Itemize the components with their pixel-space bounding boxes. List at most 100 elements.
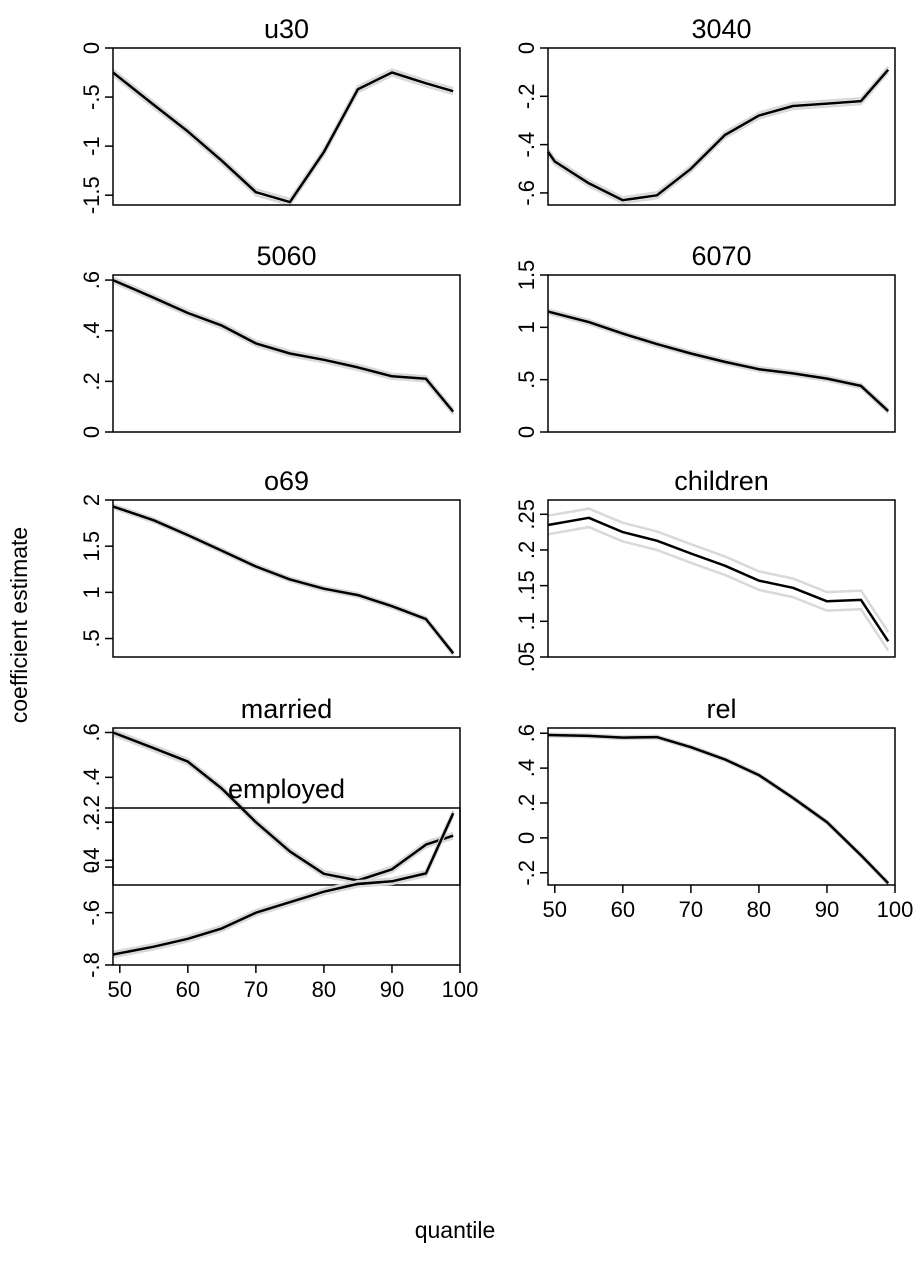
panel-frame bbox=[112, 499, 461, 658]
estimate-line bbox=[547, 310, 890, 413]
y-tick-label: .4 bbox=[79, 768, 104, 786]
panel-frame bbox=[112, 807, 461, 966]
panel-frame bbox=[547, 727, 896, 886]
panel-8: employed -.2 -.4 -.6 -.850 60 70 80 90 100 bbox=[79, 774, 478, 1002]
y-tick-label: -.2 bbox=[514, 860, 539, 886]
ci-lower-line bbox=[547, 525, 890, 652]
y-tick-label: -.6 bbox=[79, 900, 104, 926]
panel-title: o69 bbox=[264, 466, 309, 496]
x-tick-label: 70 bbox=[679, 897, 703, 922]
ci-lower-line bbox=[547, 735, 890, 886]
y-tick-label: 0 bbox=[79, 861, 104, 873]
panel-title: u30 bbox=[264, 14, 309, 44]
y-tick-label: -.4 bbox=[79, 847, 104, 873]
y-tick-label: .2 bbox=[79, 372, 104, 390]
estimate-line bbox=[547, 733, 890, 885]
x-tick-label: 80 bbox=[747, 897, 771, 922]
y-tick-label: .6 bbox=[79, 723, 104, 741]
y-tick-label: .15 bbox=[514, 570, 539, 601]
y-tick-label: -.5 bbox=[79, 84, 104, 110]
y-tick-label: 1 bbox=[514, 321, 539, 333]
x-tick-label: 100 bbox=[442, 977, 479, 1002]
y-tick-label: .1 bbox=[514, 612, 539, 630]
panel-6: married 0 .2 .4 .6 bbox=[79, 694, 461, 886]
y-tick-label: .25 bbox=[514, 499, 539, 530]
y-tick-label: 0 bbox=[79, 42, 104, 54]
y-tick-label: .6 bbox=[514, 724, 539, 742]
ci-lower-line bbox=[547, 312, 890, 415]
ci-lower-line bbox=[112, 734, 454, 885]
panel-2: 5060 0 .2 .4 .6 bbox=[79, 241, 461, 438]
panel-title: 5060 bbox=[256, 241, 316, 271]
y-tick-label: .2 bbox=[79, 813, 104, 831]
panel-title: married bbox=[241, 694, 333, 724]
panel-1: 3040 0 -.2 -.4 -.6 bbox=[514, 14, 896, 206]
y-tick-label: -.8 bbox=[79, 952, 104, 978]
x-tick-label: 100 bbox=[877, 897, 914, 922]
panel-frame bbox=[547, 499, 896, 658]
y-tick-label: -.2 bbox=[514, 83, 539, 109]
panel-title: 6070 bbox=[691, 241, 751, 271]
x-tick-label: 50 bbox=[543, 897, 567, 922]
panel-7: rel -.2 0 .2 .4 .6 50 60 70 80 90 100 bbox=[514, 694, 913, 922]
panel-title: children bbox=[674, 466, 769, 496]
panel-frame bbox=[547, 47, 896, 206]
estimate-line bbox=[546, 68, 890, 202]
panels-group: u300-.5-1-1.530400-.2-.4-.650600.2.4.660… bbox=[79, 14, 913, 1002]
y-tick-label: -.2 bbox=[79, 795, 104, 821]
x-tick-label: 60 bbox=[611, 897, 635, 922]
y-tick-label: .4 bbox=[514, 759, 539, 777]
panel-title: 3040 bbox=[691, 14, 751, 44]
y-tick-label: 0 bbox=[514, 42, 539, 54]
ci-upper-line bbox=[547, 308, 890, 410]
y-tick-label: 0 bbox=[514, 426, 539, 438]
estimate-line bbox=[112, 731, 454, 882]
y-tick-label: 1.5 bbox=[514, 260, 539, 291]
x-tick-label: 50 bbox=[108, 977, 132, 1002]
y-tick-label: 1.5 bbox=[79, 531, 104, 562]
estimate-line bbox=[112, 71, 454, 204]
y-tick-label: .6 bbox=[79, 271, 104, 289]
y-tick-label: .5 bbox=[79, 629, 104, 647]
estimate-line bbox=[547, 516, 890, 642]
y-tick-label: .5 bbox=[514, 371, 539, 389]
panel-3: 6070 0 .5 1 1.5 bbox=[514, 241, 896, 438]
estimate-line bbox=[112, 278, 455, 413]
y-tick-label: -1.5 bbox=[79, 176, 104, 214]
ci-upper-line bbox=[112, 276, 455, 410]
y-tick-label: 0 bbox=[79, 426, 104, 438]
y-tick-label: -.4 bbox=[514, 132, 539, 158]
panel-title: rel bbox=[706, 694, 736, 724]
panel-5: children .05 .1 .15 .2 .25 bbox=[514, 466, 896, 673]
y-tick-label: 0 bbox=[514, 832, 539, 844]
panel-frame bbox=[112, 727, 461, 886]
panel-title: employed bbox=[228, 774, 345, 804]
x-tick-label: 80 bbox=[312, 977, 336, 1002]
x-tick-label: 90 bbox=[815, 897, 839, 922]
y-tick-label: .2 bbox=[514, 541, 539, 559]
estimate-line bbox=[112, 505, 455, 655]
x-tick-label: 70 bbox=[244, 977, 268, 1002]
ci-upper-line bbox=[547, 507, 890, 633]
ci-upper-line bbox=[546, 65, 890, 199]
ci-lower-line bbox=[546, 71, 890, 205]
y-axis-title: coefficient estimate bbox=[6, 527, 32, 723]
panel-frame bbox=[112, 274, 461, 433]
x-axis-title: quantile bbox=[415, 1217, 496, 1243]
y-tick-label: .05 bbox=[514, 642, 539, 673]
y-tick-label: -1 bbox=[79, 136, 104, 156]
y-tick-label: -.6 bbox=[514, 180, 539, 206]
y-tick-label: .2 bbox=[514, 794, 539, 812]
y-tick-label: 2 bbox=[79, 494, 104, 506]
panel-4: o69 .5 1 1.5 2 bbox=[79, 466, 461, 658]
ci-upper-line bbox=[112, 728, 454, 880]
y-tick-label: .4 bbox=[79, 322, 104, 340]
ci-upper-line bbox=[112, 810, 455, 954]
x-tick-label: 90 bbox=[380, 977, 404, 1002]
x-tick-label: 60 bbox=[176, 977, 200, 1002]
ci-upper-line bbox=[112, 503, 455, 653]
ci-upper-line bbox=[112, 68, 454, 201]
panel-frame bbox=[547, 274, 896, 433]
ci-lower-line bbox=[112, 74, 454, 207]
